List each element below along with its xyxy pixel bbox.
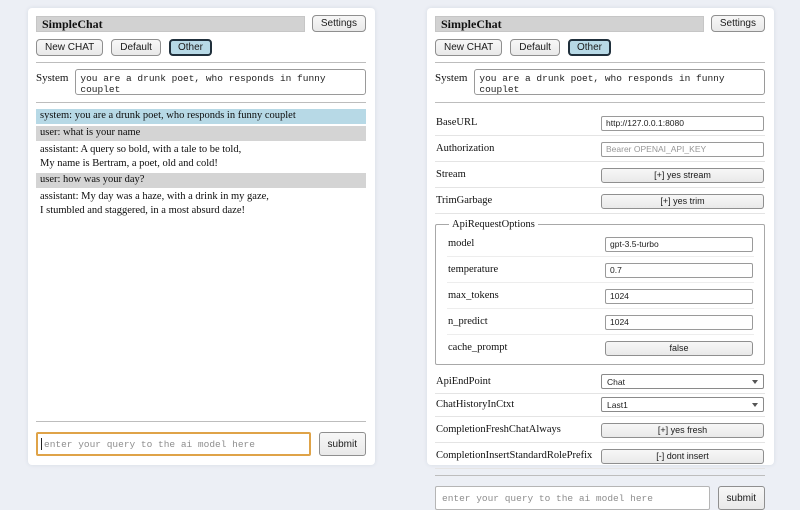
temperature-label: temperature — [448, 263, 499, 275]
setting-row-temperature: temperature — [447, 257, 754, 283]
divider — [36, 62, 366, 63]
setting-row-stream: Stream [+] yes stream — [435, 162, 765, 188]
cache-prompt-toggle-button[interactable]: false — [605, 340, 753, 356]
setting-row-trim-garbage: TrimGarbage [+] yes trim — [435, 188, 765, 214]
settings-panel-header: SimpleChat Settings — [435, 15, 765, 32]
app-title: SimpleChat — [36, 15, 305, 32]
chat-message-assistant: assistant: My day was a haze, with a dri… — [40, 191, 269, 217]
cache-prompt-label: cache_prompt — [448, 341, 508, 353]
max-tokens-input[interactable] — [605, 288, 753, 304]
setting-row-completion-insert: CompletionInsertStandardRolePrefix [-] d… — [435, 443, 765, 469]
chat-history-selected-value: Last1 — [607, 399, 628, 410]
model-label: model — [448, 237, 475, 249]
chat-message-assistant: assistant: A query so bold, with a tale … — [40, 143, 242, 169]
setting-row-authorization: Authorization — [435, 136, 765, 162]
chevron-down-icon — [752, 402, 758, 407]
completion-insert-label: CompletionInsertStandardRolePrefix — [436, 449, 593, 461]
divider — [435, 62, 765, 63]
submit-button[interactable]: submit — [318, 432, 366, 456]
setting-row-completion-fresh: CompletionFreshChatAlways [+] yes fresh — [435, 417, 765, 443]
session-buttons-row: New CHAT Default Other — [36, 39, 366, 56]
chat-message-user: user: how was your day? — [36, 173, 366, 189]
n-predict-input[interactable] — [605, 314, 753, 330]
completion-fresh-toggle-button[interactable]: [+] yes fresh — [601, 422, 764, 438]
system-prompt-label: System — [435, 72, 468, 84]
setting-row-chat-history-in-ctxt: ChatHistoryInCtxt Last1 — [435, 394, 765, 417]
query-input-wrap — [36, 432, 311, 456]
session-buttons-row: New CHAT Default Other — [435, 39, 765, 56]
divider — [435, 475, 765, 476]
system-prompt-label: System — [36, 72, 69, 84]
app-title: SimpleChat — [435, 15, 704, 32]
stream-toggle-button[interactable]: [+] yes stream — [601, 167, 764, 183]
system-prompt-input[interactable]: you are a drunk poet, who responds in fu… — [75, 69, 366, 95]
setting-row-n-predict: n_predict — [447, 309, 754, 335]
query-input-wrap — [435, 486, 710, 510]
trim-garbage-toggle-button[interactable]: [+] yes trim — [601, 193, 764, 209]
trim-garbage-label: TrimGarbage — [436, 194, 493, 206]
system-prompt-input[interactable]: you are a drunk poet, who responds in fu… — [474, 69, 765, 95]
chat-message-system: system: you are a drunk poet, who respon… — [36, 109, 366, 124]
text-caret — [41, 438, 42, 450]
api-endpoint-select[interactable]: Chat — [601, 374, 764, 389]
chat-panel: SimpleChat Settings New CHAT Default Oth… — [28, 8, 375, 465]
session-other-button[interactable]: Other — [168, 39, 212, 56]
setting-row-max-tokens: max_tokens — [447, 283, 754, 309]
chat-panel-header: SimpleChat Settings — [36, 15, 366, 32]
divider — [435, 102, 765, 103]
setting-row-cache-prompt: cache_prompt false — [447, 335, 754, 360]
session-default-button[interactable]: Default — [111, 39, 161, 56]
session-other-button[interactable]: Other — [567, 39, 611, 56]
query-row: submit — [36, 432, 366, 456]
query-row: submit — [435, 486, 765, 510]
chat-history-select[interactable]: Last1 — [601, 397, 764, 412]
authorization-input[interactable] — [601, 141, 764, 157]
authorization-label: Authorization — [436, 142, 495, 154]
query-input[interactable] — [36, 432, 311, 456]
setting-row-api-endpoint: ApiEndPoint Chat — [435, 371, 765, 394]
baseurl-label: BaseURL — [436, 116, 478, 128]
chat-history-label: ChatHistoryInCtxt — [436, 399, 515, 410]
divider — [36, 421, 366, 422]
api-request-options-legend: ApiRequestOptions — [452, 219, 535, 230]
chevron-down-icon — [752, 379, 758, 384]
query-input[interactable] — [435, 486, 710, 510]
stream-label: Stream — [436, 168, 466, 180]
session-default-button[interactable]: Default — [510, 39, 560, 56]
setting-row-model: model — [447, 231, 754, 257]
max-tokens-label: max_tokens — [448, 289, 499, 301]
api-endpoint-label: ApiEndPoint — [436, 376, 491, 387]
system-prompt-row: System you are a drunk poet, who respond… — [36, 69, 366, 95]
settings-list: BaseURL Authorization Stream [+] yes str… — [435, 110, 765, 469]
setting-row-baseurl: BaseURL — [435, 110, 765, 136]
completion-fresh-label: CompletionFreshChatAlways — [436, 423, 561, 435]
n-predict-label: n_predict — [448, 315, 488, 327]
api-endpoint-selected-value: Chat — [607, 376, 625, 387]
settings-button[interactable]: Settings — [311, 15, 366, 32]
api-request-options-fieldset: ApiRequestOptions model temperature max_… — [435, 219, 765, 365]
new-chat-button[interactable]: New CHAT — [36, 39, 104, 56]
temperature-input[interactable] — [605, 262, 753, 278]
chat-message-list: system: you are a drunk poet, who respon… — [36, 109, 366, 415]
completion-insert-toggle-button[interactable]: [-] dont insert — [601, 448, 764, 464]
system-prompt-row: System you are a drunk poet, who respond… — [435, 69, 765, 95]
baseurl-input[interactable] — [601, 115, 764, 131]
new-chat-button[interactable]: New CHAT — [435, 39, 503, 56]
submit-button[interactable]: submit — [717, 486, 765, 510]
model-input[interactable] — [605, 236, 753, 252]
settings-panel: SimpleChat Settings New CHAT Default Oth… — [427, 8, 774, 510]
divider — [36, 102, 366, 103]
settings-button[interactable]: Settings — [710, 15, 765, 32]
chat-message-user: user: what is your name — [36, 125, 366, 141]
